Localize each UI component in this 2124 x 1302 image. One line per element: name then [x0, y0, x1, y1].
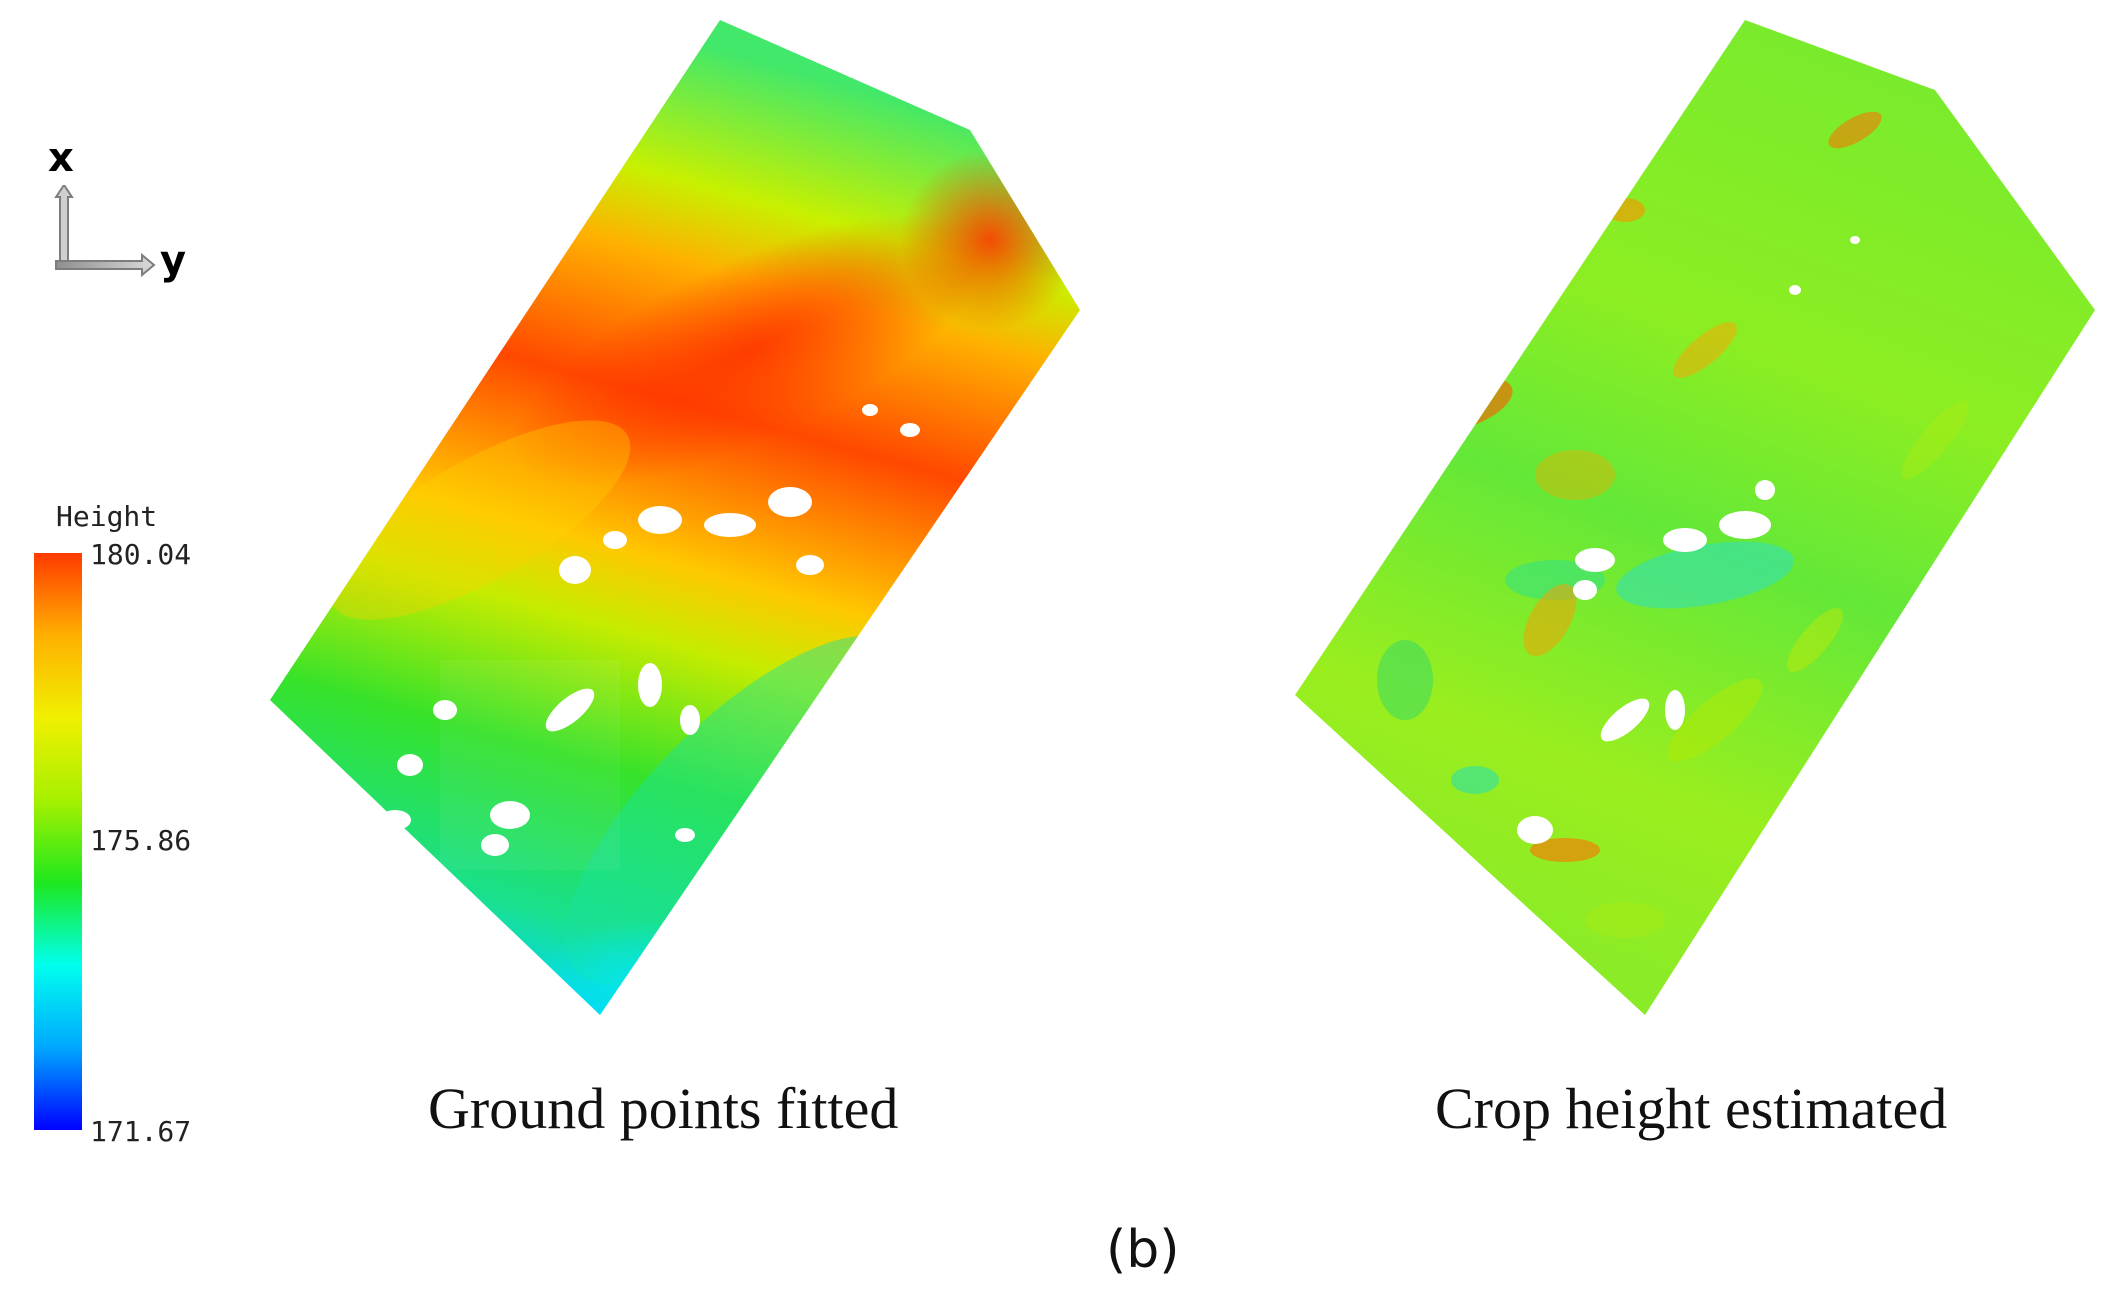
left-panel-caption: Ground points fitted [428, 1076, 899, 1141]
crop-height-map [1295, 20, 2095, 1015]
colorbar-max-label: 180.04 [90, 538, 192, 571]
x-axis-label: x [48, 135, 74, 181]
figure-label: (b) [1106, 1220, 1180, 1280]
colorbar-title: Height [56, 500, 158, 533]
ground-points-height-map [270, 20, 1080, 1015]
right-panel-caption: Crop height estimated [1435, 1076, 1948, 1141]
colorbar-min-label: 171.67 [90, 1115, 192, 1148]
colorbar-mid-label: 175.86 [90, 824, 192, 857]
axes-orientation-icon [54, 185, 156, 278]
colorbar [34, 553, 82, 1130]
y-axis-label: y [160, 238, 187, 284]
